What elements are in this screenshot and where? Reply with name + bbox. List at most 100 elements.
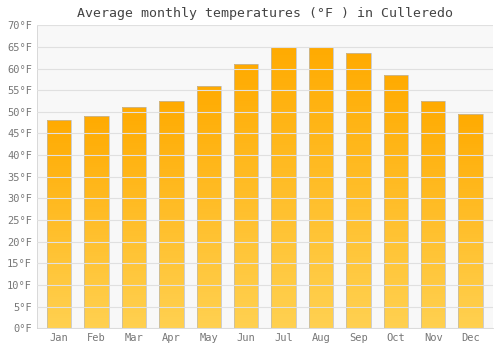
Bar — [160, 228, 184, 231]
Bar — [84, 290, 109, 292]
Bar — [160, 251, 184, 253]
Bar — [421, 301, 446, 303]
Bar — [346, 284, 370, 287]
Bar — [234, 267, 258, 270]
Bar — [272, 278, 296, 280]
Bar — [458, 138, 483, 140]
Bar — [84, 180, 109, 182]
Bar — [309, 286, 333, 289]
Bar — [421, 231, 446, 233]
Bar — [272, 297, 296, 300]
Bar — [458, 180, 483, 183]
Bar — [309, 227, 333, 230]
Bar — [160, 244, 184, 246]
Bar — [421, 162, 446, 164]
Bar — [346, 163, 370, 166]
Bar — [384, 306, 408, 308]
Bar — [346, 232, 370, 235]
Bar — [309, 131, 333, 134]
Bar — [346, 89, 370, 92]
Bar — [346, 166, 370, 169]
Bar — [421, 196, 446, 199]
Bar — [421, 312, 446, 315]
Bar — [122, 211, 146, 214]
Bar — [384, 321, 408, 323]
Bar — [196, 239, 221, 241]
Bar — [47, 316, 72, 318]
Bar — [47, 175, 72, 176]
Bar — [122, 304, 146, 306]
Bar — [196, 156, 221, 159]
Bar — [458, 127, 483, 129]
Bar — [234, 246, 258, 249]
Bar — [421, 146, 446, 149]
Bar — [346, 202, 370, 204]
Bar — [272, 266, 296, 269]
Bar — [458, 219, 483, 221]
Bar — [160, 285, 184, 287]
Bar — [196, 122, 221, 125]
Bar — [272, 112, 296, 114]
Bar — [272, 227, 296, 230]
Bar — [346, 229, 370, 232]
Bar — [234, 312, 258, 315]
Bar — [346, 81, 370, 84]
Bar — [122, 194, 146, 196]
Bar — [84, 118, 109, 120]
Bar — [309, 78, 333, 80]
Bar — [47, 206, 72, 208]
Bar — [196, 108, 221, 110]
Bar — [47, 312, 72, 314]
Bar — [196, 270, 221, 272]
Bar — [458, 155, 483, 157]
Bar — [421, 296, 446, 299]
Bar — [346, 119, 370, 122]
Bar — [384, 265, 408, 267]
Bar — [234, 223, 258, 225]
Bar — [384, 123, 408, 126]
Bar — [384, 290, 408, 293]
Bar — [458, 256, 483, 258]
Bar — [122, 253, 146, 255]
Title: Average monthly temperatures (°F ) in Culleredo: Average monthly temperatures (°F ) in Cu… — [77, 7, 453, 20]
Bar — [458, 326, 483, 328]
Bar — [47, 243, 72, 245]
Bar — [346, 238, 370, 240]
Bar — [160, 306, 184, 308]
Bar — [122, 238, 146, 240]
Bar — [384, 113, 408, 116]
Bar — [47, 147, 72, 149]
Bar — [309, 317, 333, 320]
Bar — [421, 153, 446, 155]
Bar — [272, 109, 296, 112]
Bar — [122, 172, 146, 174]
Bar — [458, 296, 483, 298]
Bar — [160, 142, 184, 144]
Bar — [234, 64, 258, 67]
Bar — [196, 105, 221, 108]
Bar — [458, 234, 483, 236]
Bar — [84, 137, 109, 140]
Bar — [458, 266, 483, 268]
Bar — [421, 219, 446, 222]
Bar — [47, 120, 72, 328]
Bar — [458, 189, 483, 191]
Bar — [346, 92, 370, 94]
Bar — [272, 156, 296, 160]
Bar — [122, 147, 146, 149]
Bar — [309, 89, 333, 92]
Bar — [421, 280, 446, 283]
Bar — [346, 54, 370, 56]
Bar — [122, 295, 146, 297]
Bar — [309, 134, 333, 137]
Bar — [346, 62, 370, 64]
Bar — [384, 270, 408, 273]
Bar — [384, 217, 408, 219]
Bar — [346, 248, 370, 251]
Bar — [234, 220, 258, 223]
Bar — [346, 293, 370, 295]
Bar — [384, 93, 408, 95]
Bar — [160, 249, 184, 251]
Bar — [160, 287, 184, 289]
Bar — [458, 304, 483, 307]
